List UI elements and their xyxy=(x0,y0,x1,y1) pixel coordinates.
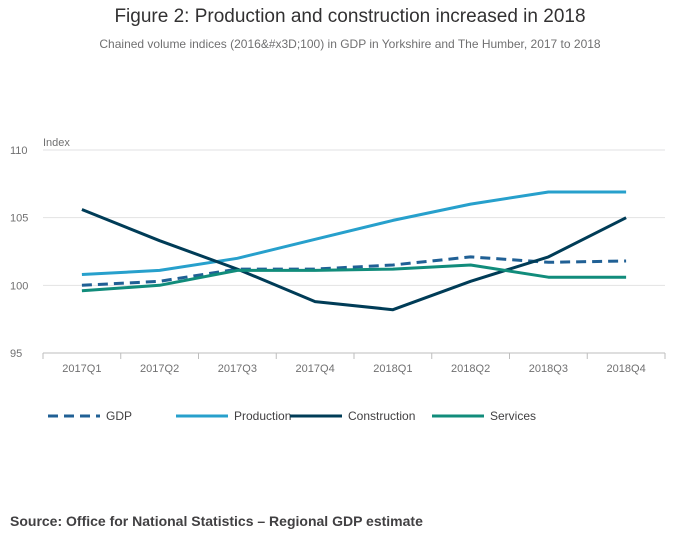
chart-title: Figure 2: Production and construction in… xyxy=(114,6,586,27)
series-line-construction xyxy=(81,208,627,312)
x-tick-label: 2018Q3 xyxy=(529,363,568,375)
legend-label: Production xyxy=(234,409,291,423)
axes: 95 100 105 110 Index 2017Q1 2017Q2 2017Q3 2017Q4… xyxy=(10,137,666,375)
y-tick-label: 110 xyxy=(10,145,28,157)
x-tick-label: 2018Q4 xyxy=(607,363,646,375)
x-tick-label: 2017Q3 xyxy=(218,363,257,375)
y-tick-label: 95 xyxy=(10,348,22,360)
chart-subtitle: Chained volume indices (2016&#x3D;100) i… xyxy=(99,37,601,51)
y-axis-label: Index xyxy=(43,137,70,149)
legend-label: Services xyxy=(490,409,536,423)
source-note: Source: Office for National Statistics –… xyxy=(10,513,423,529)
x-tick-label: 2017Q1 xyxy=(62,363,101,375)
line-chart: 95 100 105 110 Index 2017Q1 2017Q2 2017Q3 2017Q4… xyxy=(10,137,666,423)
x-tick-label: 2018Q2 xyxy=(451,363,490,375)
x-tick-label: 2017Q4 xyxy=(296,363,335,375)
x-tick-label: 2017Q2 xyxy=(140,363,179,375)
legend-label: Construction xyxy=(348,409,415,423)
x-tick-label: 2018Q1 xyxy=(373,363,412,375)
gridlines xyxy=(43,149,665,286)
legend-label: GDP xyxy=(106,409,132,423)
series-lines xyxy=(81,190,627,312)
legend[interactable]: GDP Production Construction Services xyxy=(48,409,536,423)
legend-item-construction[interactable]: Construction xyxy=(290,409,415,423)
series-line-production xyxy=(81,190,627,276)
legend-item-production[interactable]: Production xyxy=(176,409,291,423)
series-line-services xyxy=(81,263,627,293)
legend-item-services[interactable]: Services xyxy=(432,409,536,423)
y-tick-label: 105 xyxy=(10,213,28,225)
y-tick-label: 100 xyxy=(10,280,28,292)
legend-item-gdp[interactable]: GDP xyxy=(48,409,132,423)
